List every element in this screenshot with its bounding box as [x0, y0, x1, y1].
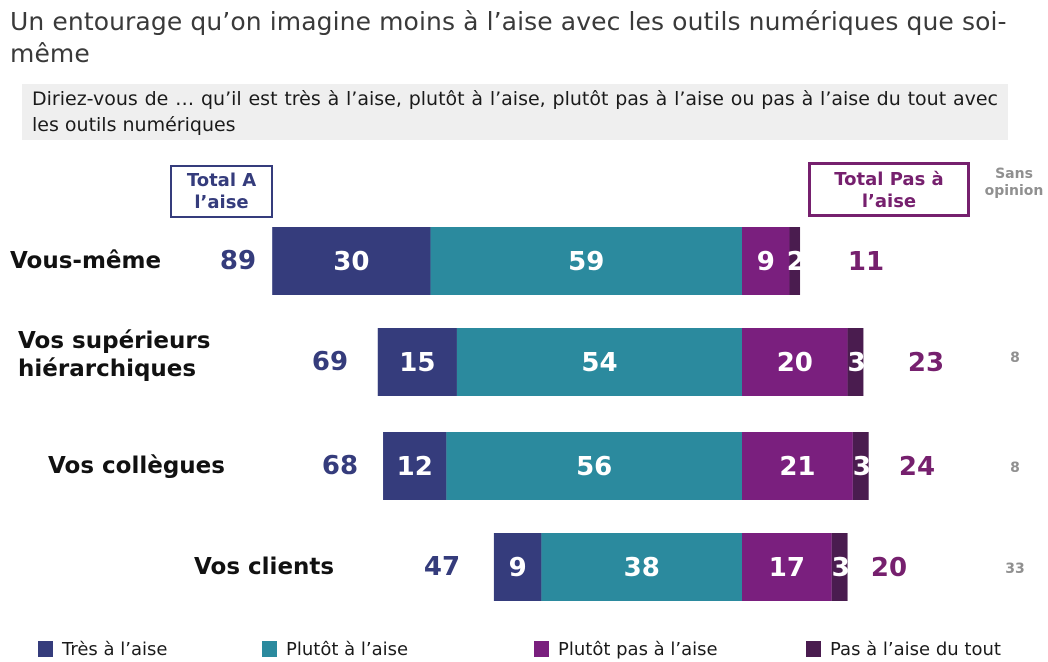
data-label-pas-du-tout: 3 — [847, 348, 865, 378]
total-a-laise-value: 68 — [322, 451, 358, 481]
sans-opinion-value: 8 — [1010, 350, 1020, 366]
sans-opinion-value: 33 — [1005, 561, 1024, 577]
category-label: Vos collègues — [48, 453, 225, 479]
total-pas-a-laise-value: 11 — [848, 247, 884, 277]
legend-swatch-tres — [38, 641, 53, 657]
bar-plutot-pas — [742, 328, 848, 396]
question-text: Diriez-vous de … qu’il est très à l’aise… — [22, 84, 1008, 140]
bar-plutot — [456, 328, 742, 396]
legend-swatch-pas-du-tout — [806, 641, 821, 657]
data-label-plutot-pas: 17 — [769, 553, 805, 583]
legend-swatch-plutot-pas — [534, 641, 549, 657]
total-a-laise-value: 89 — [220, 246, 256, 276]
data-label-plutot-pas: 20 — [777, 348, 813, 378]
data-label-tres: 12 — [397, 452, 433, 482]
total-a-laise-value: 69 — [312, 347, 348, 377]
data-label-pas-du-tout: 3 — [853, 452, 871, 482]
data-label-tres: 15 — [399, 348, 435, 378]
data-label-pas-du-tout: 3 — [832, 553, 850, 583]
data-label-plutot: 59 — [568, 247, 604, 277]
sans-opinion-value: 8 — [1010, 460, 1020, 476]
data-label-plutot-pas: 21 — [779, 452, 815, 482]
bar-plutot — [446, 432, 742, 500]
bar-tres — [493, 533, 542, 601]
legend-label-tres: Très à l’aise — [62, 639, 168, 660]
category-label: hiérarchiques — [18, 356, 196, 382]
bar-tres — [383, 432, 447, 500]
data-label-plutot-pas: 9 — [757, 247, 775, 277]
legend-swatch-plutot — [262, 641, 277, 657]
legend-label-pas-du-tout: Pas à l’aise du tout — [830, 639, 1001, 660]
header-sans-opinion: Sans opinion — [984, 166, 1044, 199]
bar-pas-du-tout — [789, 227, 801, 295]
category-label: Vos supérieurs — [18, 328, 210, 354]
legend-label-plutot: Plutôt à l’aise — [286, 639, 409, 660]
bar-plutot-pas — [742, 227, 790, 295]
bar-tres — [272, 227, 431, 295]
bar-pas-du-tout — [831, 533, 848, 601]
bar-plutot-pas — [742, 533, 832, 601]
total-pas-a-laise-value: 23 — [908, 348, 944, 378]
total-pas-a-laise-value: 24 — [899, 452, 935, 482]
category-label: Vos clients — [194, 554, 334, 580]
data-label-tres: 9 — [509, 553, 527, 583]
data-label-plutot: 54 — [581, 348, 617, 378]
total-pas-a-laise-value: 20 — [871, 553, 907, 583]
chart-title: Un entourage qu’on imagine moins à l’ais… — [10, 7, 1007, 68]
bar-tres — [377, 328, 457, 396]
header-total-a-laise: Total A l’aise — [170, 165, 273, 218]
header-total-pas-a-laise: Total Pas à l’aise — [808, 162, 970, 217]
data-label-tres: 30 — [333, 247, 369, 277]
bar-plutot-pas — [742, 432, 853, 500]
bar-plutot — [430, 227, 742, 295]
bar-pas-du-tout — [847, 328, 864, 396]
data-label-pas-du-tout: 2 — [787, 247, 805, 277]
bar-pas-du-tout — [852, 432, 869, 500]
total-a-laise-value: 47 — [424, 552, 460, 582]
data-label-plutot: 56 — [576, 452, 612, 482]
bar-plutot — [541, 533, 742, 601]
category-label: Vous-même — [10, 248, 161, 274]
data-label-plutot: 38 — [624, 553, 660, 583]
legend-label-plutot-pas: Plutôt pas à l’aise — [558, 639, 718, 660]
